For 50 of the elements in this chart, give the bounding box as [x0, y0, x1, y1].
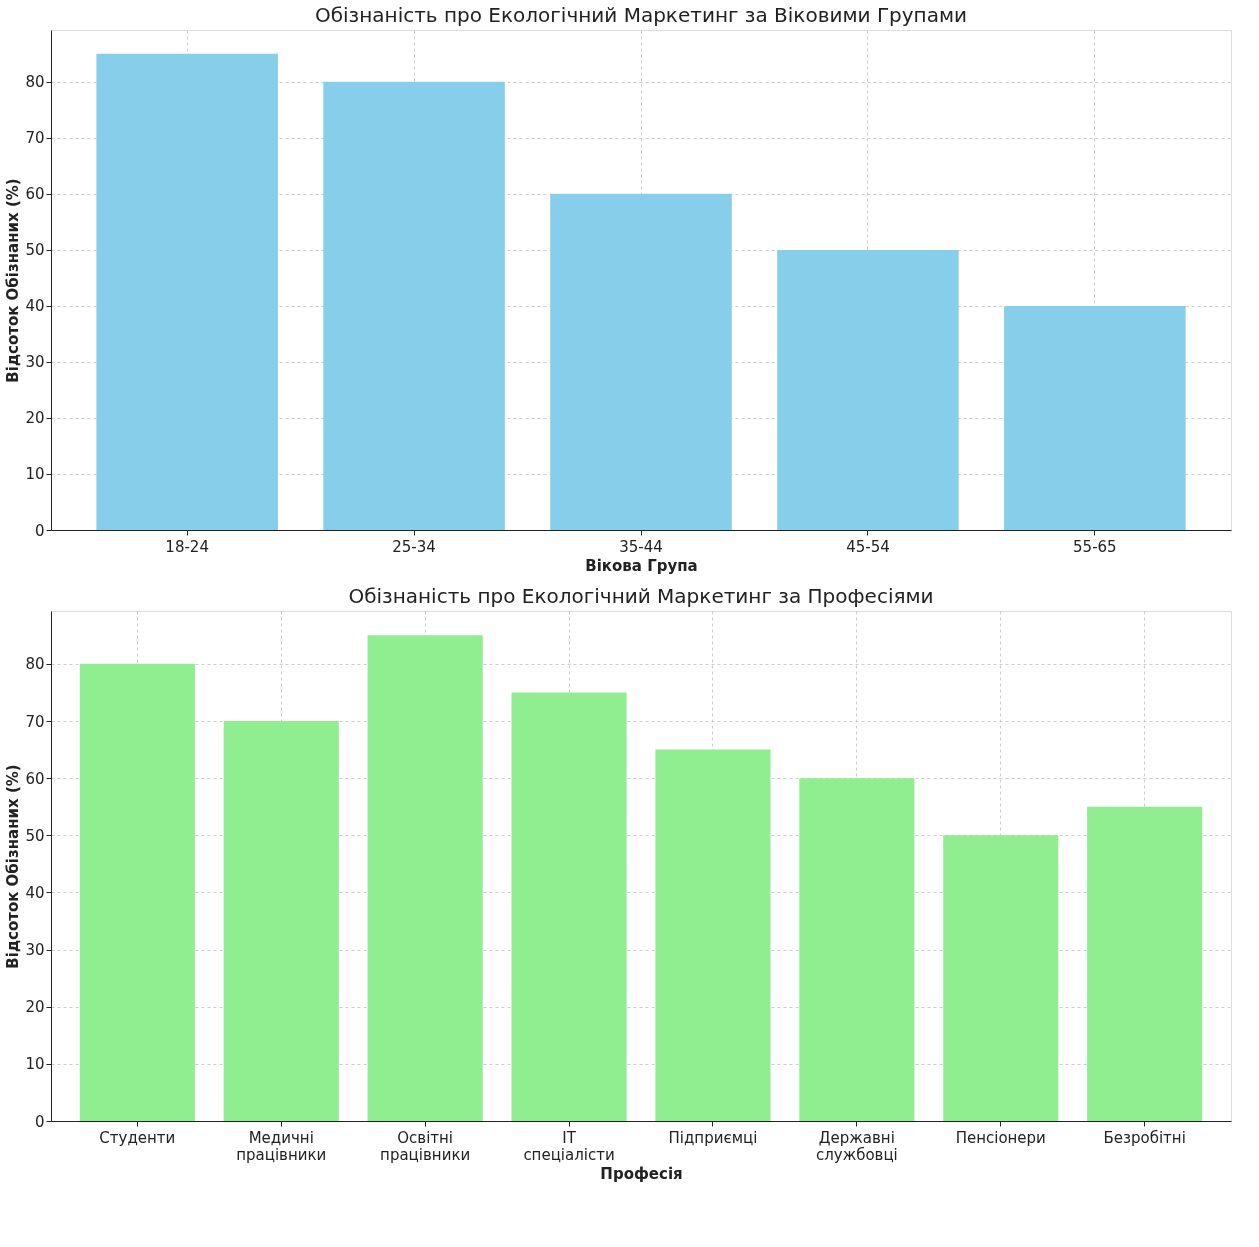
bar: [1004, 305, 1186, 530]
x-tick-label: Медичні працівники: [236, 1128, 327, 1164]
bar: [323, 81, 505, 530]
y-tick-label: 10: [25, 1055, 45, 1074]
x-tick-label: 25-34: [392, 537, 436, 556]
bar: [367, 635, 483, 1121]
y-tick-label: 70: [25, 129, 45, 148]
x-tick-label: 18-24: [165, 537, 209, 556]
bar: [96, 53, 278, 530]
y-tick-label: 40: [25, 297, 45, 316]
y-tick-label: 20: [25, 998, 45, 1017]
x-tick-label: Студенти: [99, 1128, 176, 1147]
y-tick-label: 0: [34, 1112, 45, 1131]
x-tick-label: Підприємці: [668, 1128, 758, 1147]
x-tick-label: Безробітні: [1103, 1128, 1186, 1147]
bar: [79, 663, 195, 1121]
bar: [1087, 806, 1203, 1121]
y-tick-label: 60: [25, 769, 45, 788]
bar: [655, 749, 771, 1121]
chart-title: Обізнаність про Екологічний Маркетинг за Професіями: [348, 584, 934, 608]
bar: [550, 193, 732, 530]
x-tick-label: Освітні працівники: [380, 1128, 471, 1164]
y-tick-label: 50: [25, 241, 45, 260]
x-tick-label: 45-54: [846, 537, 890, 556]
y-tick-label: 10: [25, 465, 45, 484]
bar: [223, 721, 339, 1121]
bar: [799, 778, 915, 1121]
y-tick-label: 40: [25, 883, 45, 902]
y-axis-title: Відсоток Обізнаних (%): [4, 178, 23, 383]
y-tick-label: 30: [25, 941, 45, 960]
y-tick-label: 80: [25, 655, 45, 674]
y-tick-label: 80: [25, 73, 45, 92]
x-tick-label: Пенсіонери: [955, 1128, 1046, 1147]
y-axis-title: Відсоток Обізнаних (%): [4, 764, 23, 969]
bar: [511, 692, 627, 1121]
x-tick-label: 55-65: [1073, 537, 1117, 556]
x-tick-label: IT спеціалісти: [523, 1128, 615, 1164]
chart-title: Обізнаність про Екологічний Маркетинг за Віковими Групами: [314, 3, 968, 27]
bar: [777, 249, 959, 530]
y-tick-label: 30: [25, 353, 45, 372]
y-tick-label: 70: [25, 712, 45, 731]
x-tick-label: Державні службовці: [815, 1128, 898, 1164]
y-tick-label: 0: [34, 521, 45, 540]
x-tick-label: 35-44: [619, 537, 663, 556]
y-tick-label: 20: [25, 409, 45, 428]
y-tick-label: 50: [25, 826, 45, 845]
x-axis-title: Професія: [600, 1164, 683, 1183]
bar: [943, 835, 1059, 1121]
x-axis-title: Вікова Група: [585, 556, 698, 575]
y-tick-label: 60: [25, 185, 45, 204]
